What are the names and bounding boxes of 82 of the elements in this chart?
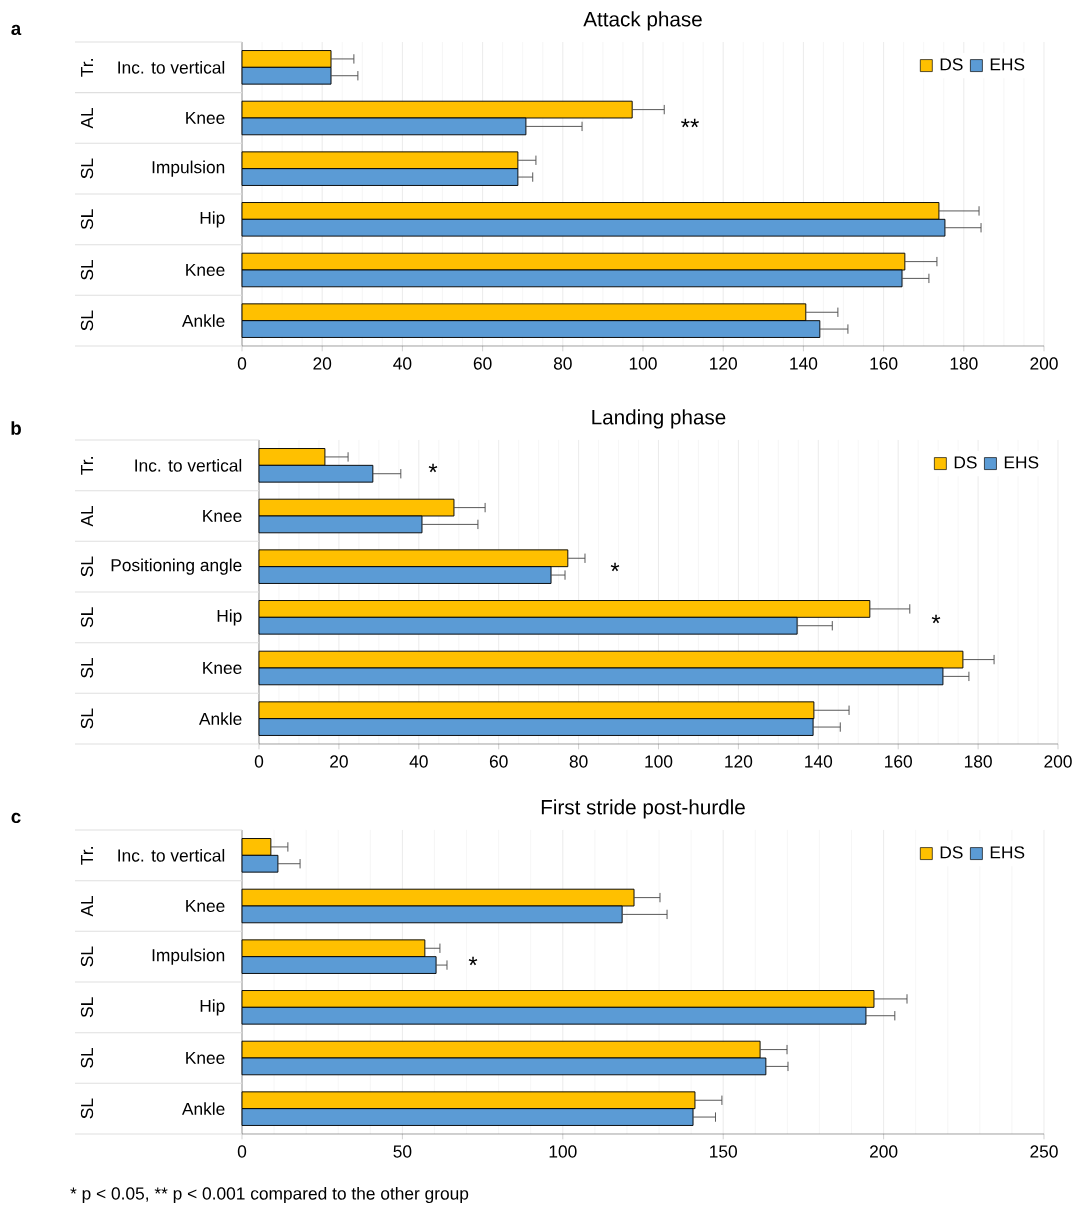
text: SL [80,209,94,230]
text: Tr. [81,847,93,865]
legend-label: DS [940,58,963,71]
y-tick-label: Knee [203,509,242,523]
x-tick-label: 250 [1030,1145,1058,1158]
x-tick-label: 200 [870,1145,898,1158]
y-tick-label: Knee [186,263,225,277]
text: SL [80,259,94,280]
text: AL [81,505,93,527]
x-tick-label: 140 [790,357,818,370]
text: SL [80,708,94,729]
text: AL [81,895,93,917]
x-tick-label: 160 [885,755,912,768]
y-tick-label: Inc. to vertical [118,60,225,74]
y-tick-label: Positioning angle [111,558,242,575]
x-tick-label: 200 [1030,357,1058,370]
x-tick-label: 60 [473,357,492,370]
legend-label: DS [954,456,977,469]
y-tick-label: Hip [217,609,242,626]
text: Tr. [81,59,93,77]
text: SL [80,607,94,628]
chart-title: Landing phase [592,409,726,429]
y-tick-label: Impulsion [152,948,225,965]
x-tick-label: 0 [237,1145,247,1158]
x-tick-label: 120 [710,357,737,370]
text: AL [81,107,93,129]
legend-label: EHS [990,846,1025,859]
x-tick-label: 80 [553,357,572,370]
x-tick-label: 0 [237,357,247,370]
text: c [11,812,21,824]
annotation: * [931,614,941,624]
y-tick-label: Knee [203,661,242,675]
x-tick-label: 40 [393,357,412,370]
x-tick-label: 140 [805,755,833,768]
annotation: ** [681,118,699,128]
text: SL [80,946,94,967]
x-tick-label: 160 [870,357,898,370]
legend-label: DS [940,846,963,859]
x-tick-label: 200 [1044,755,1072,768]
annotation: * [428,463,438,473]
x-tick-label: 100 [645,755,673,768]
annotation: * [610,562,620,572]
text: SL [80,1098,94,1119]
text: SL [80,997,94,1018]
x-tick-label: 40 [409,755,428,768]
x-tick-label: 180 [964,755,992,768]
x-tick-label: 150 [710,1145,737,1158]
y-tick-label: Ankle [198,712,242,726]
legend-label: EHS [1004,456,1039,469]
y-tick-label: Inc. to vertical [135,458,242,472]
y-tick-label: Ankle [181,314,225,328]
x-tick-label: 20 [313,357,332,370]
y-tick-label: Inc. to vertical [118,848,225,862]
text: SL [80,657,94,678]
x-tick-label: 20 [330,755,348,768]
legend-label: EHS [990,58,1025,71]
x-tick-label: 100 [629,357,657,370]
y-tick-label: Impulsion [152,160,225,177]
y-tick-label: Hip [200,211,225,228]
y-tick-label: Knee [186,111,225,125]
text: Tr. [81,457,93,475]
y-tick-label: Knee [186,1051,225,1065]
text: * p < 0.05, ** p < 0.001 compared to the other group [70,1186,469,1204]
x-tick-label: 180 [950,357,978,370]
x-tick-label: 50 [393,1145,412,1158]
x-tick-label: 120 [725,755,753,768]
annotation: * [468,956,478,966]
text: a [11,24,22,36]
chart-title: First stride post-hurdle [541,799,745,819]
y-tick-label: Knee [186,899,225,913]
y-tick-label: Ankle [181,1102,225,1116]
x-tick-label: 0 [254,755,264,768]
x-tick-label: 60 [489,755,508,768]
text: SL [80,158,94,179]
text: SL [80,1047,94,1068]
text: b [11,421,21,435]
x-tick-label: 100 [549,1145,577,1158]
y-tick-label: Hip [200,999,225,1016]
text: SL [80,310,94,331]
text: SL [80,556,94,577]
x-tick-label: 80 [569,755,588,768]
chart-title: Attack phase [583,11,702,31]
